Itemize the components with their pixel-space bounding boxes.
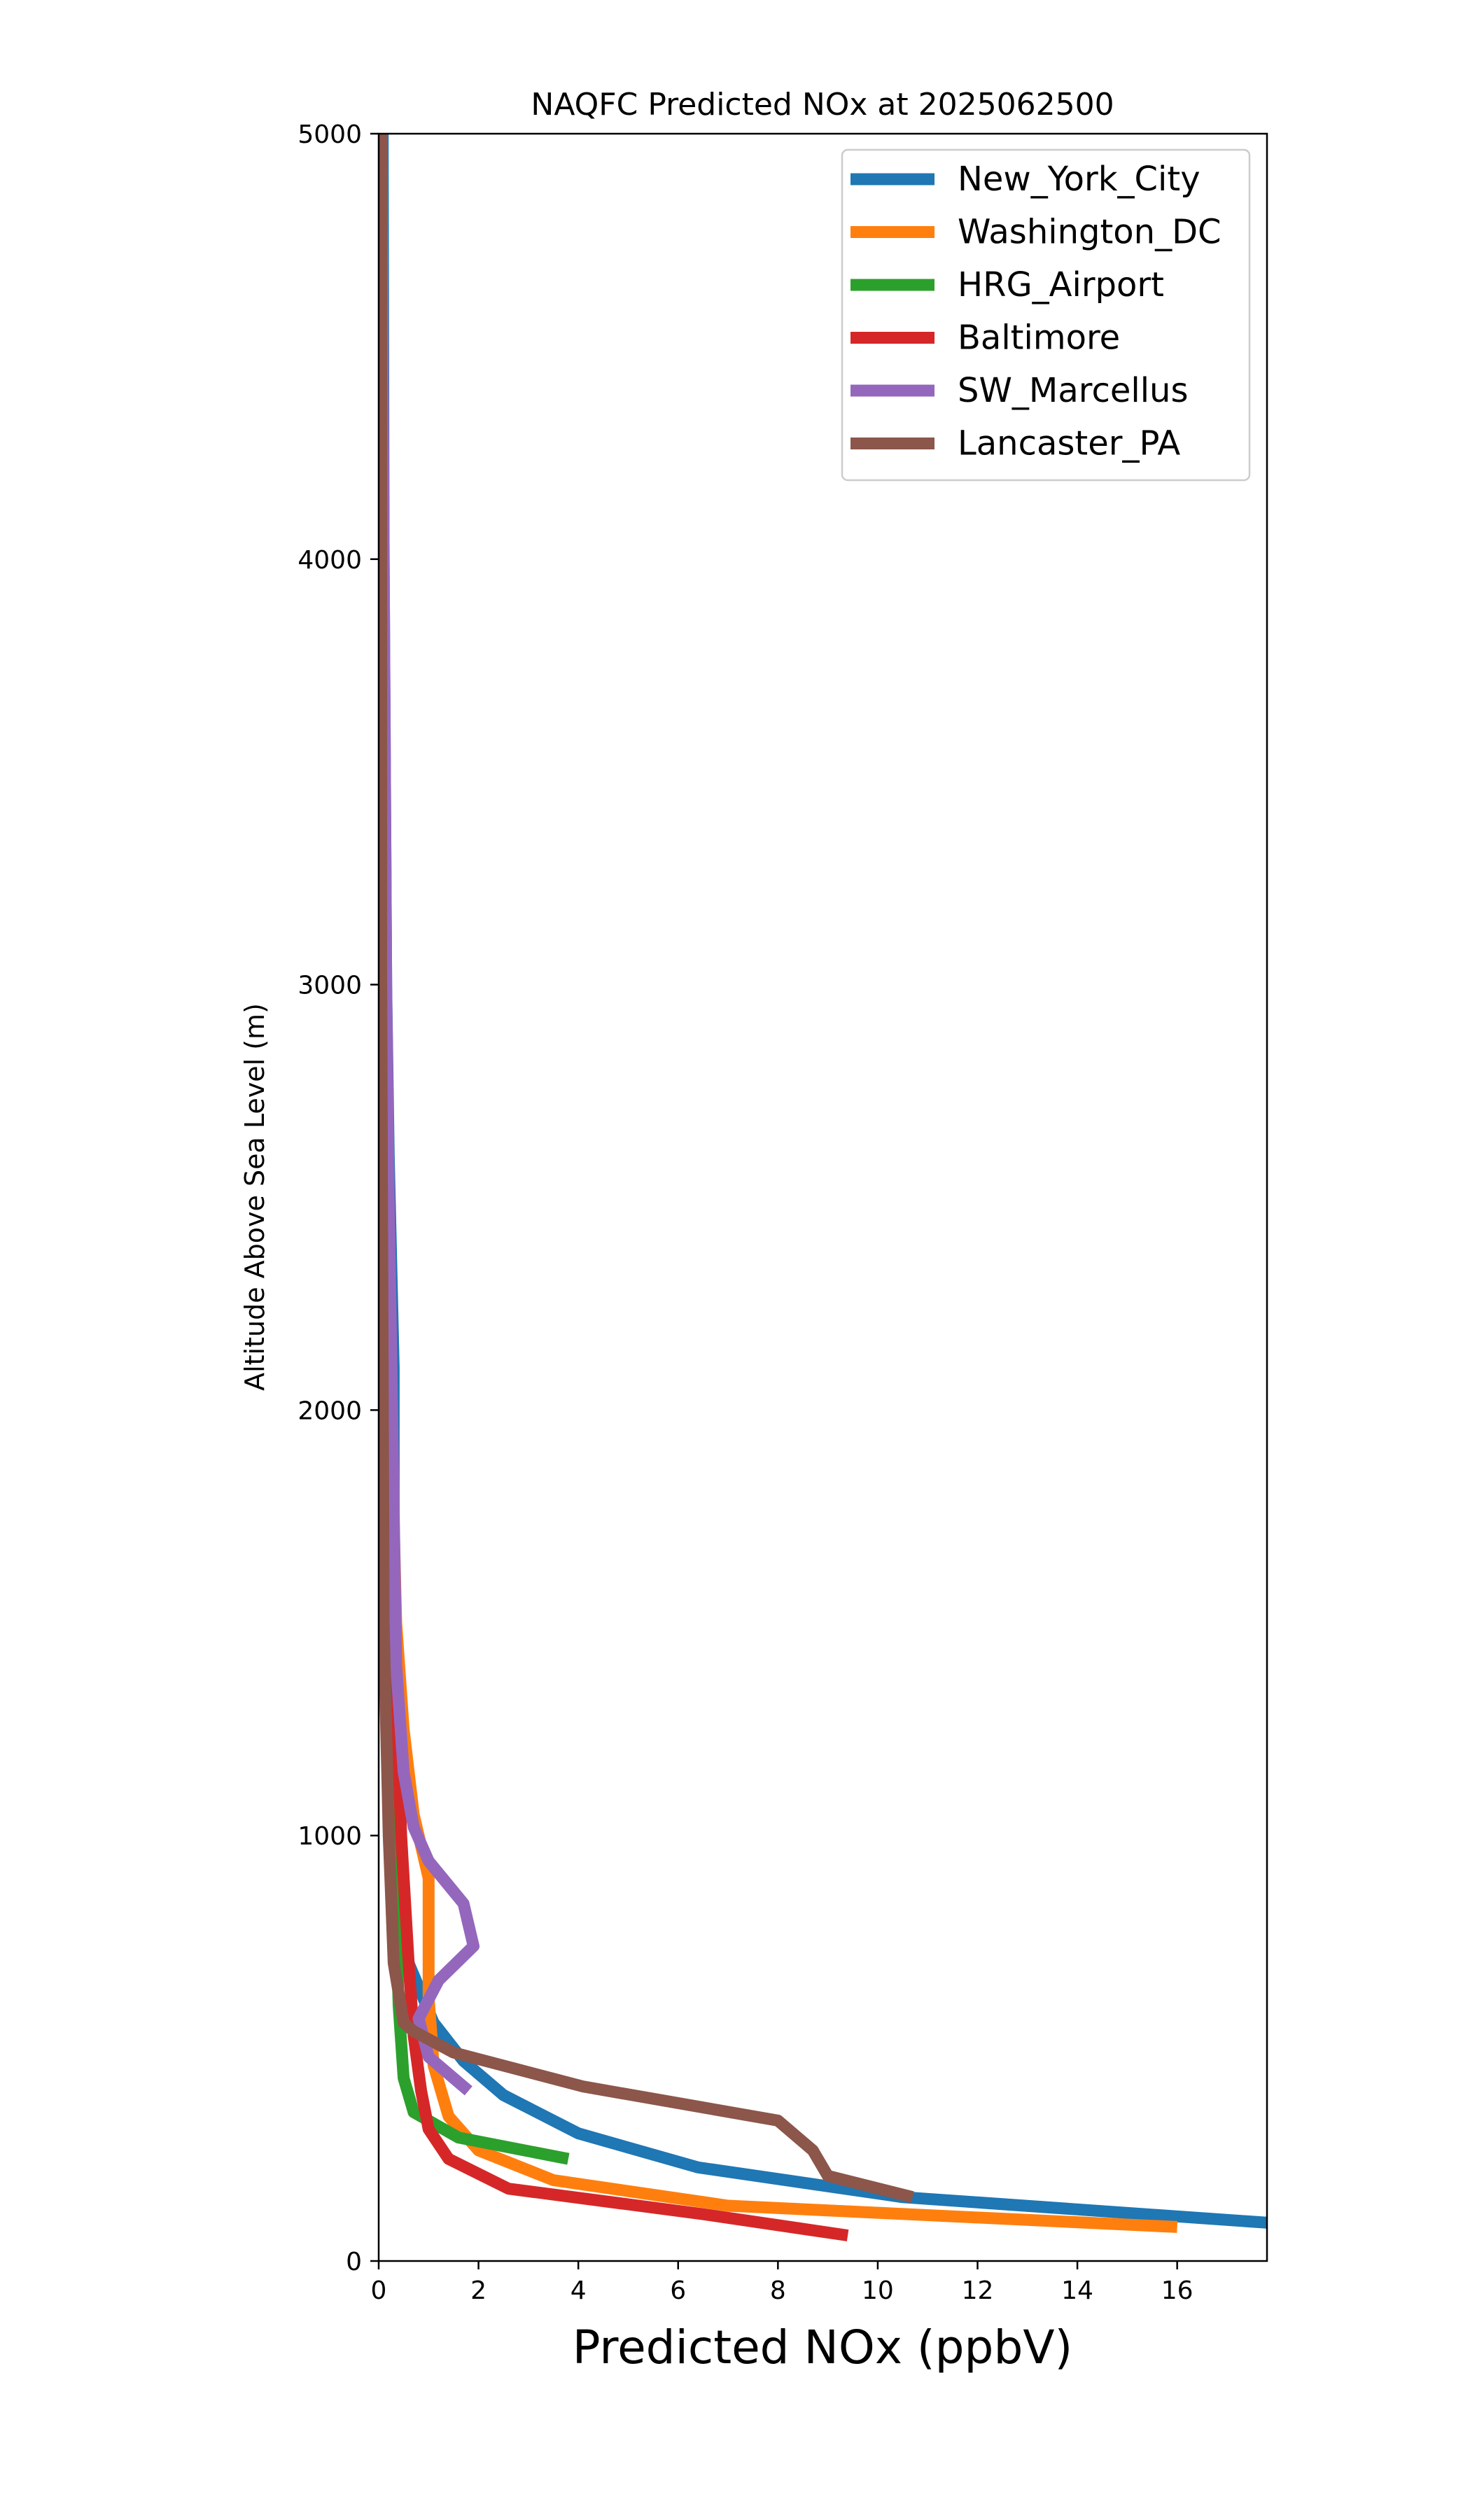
x-tick-label: 10 bbox=[862, 2276, 894, 2305]
y-tick-label: 5000 bbox=[298, 120, 362, 149]
x-tick-label: 4 bbox=[570, 2276, 587, 2305]
x-tick-label: 0 bbox=[371, 2276, 387, 2305]
axes-layer: 0 2 4 6 8 10 12 14 16 0 1000 2000 3000 4000 5000 bbox=[298, 120, 1193, 2305]
series-line-sw-marcellus bbox=[379, 134, 479, 2096]
y-tick-label: 2000 bbox=[298, 1396, 362, 1425]
plot-frame bbox=[377, 132, 1268, 2262]
series-line-hrg-airport bbox=[379, 134, 570, 2165]
legend-label: Washington_DC bbox=[958, 213, 1222, 252]
x-tick-label: 2 bbox=[470, 2276, 486, 2305]
legend-label: New_York_City bbox=[958, 160, 1200, 199]
series-line-lancaster-pa bbox=[379, 134, 914, 2204]
x-axis-label: Predicted NOx (ppbV) bbox=[573, 2320, 1073, 2374]
y-tick-label: 1000 bbox=[298, 1822, 362, 1851]
legend-label: Lancaster_PA bbox=[958, 424, 1180, 463]
x-tick-label: 8 bbox=[770, 2276, 786, 2305]
series-line-baltimore bbox=[379, 134, 849, 2241]
y-tick-label: 3000 bbox=[298, 972, 362, 1000]
y-tick-label: 4000 bbox=[298, 546, 362, 575]
legend-label: HRG_Airport bbox=[958, 265, 1164, 304]
legend-label: SW_Marcellus bbox=[958, 371, 1188, 410]
x-tick-label: 6 bbox=[670, 2276, 686, 2305]
x-tick-label: 14 bbox=[1061, 2276, 1093, 2305]
plot-layer bbox=[379, 134, 1267, 2241]
legend: New_York_City Washington_DC HRG_Airport Bal… bbox=[841, 148, 1251, 482]
y-axis-label: Altitude Above Sea Level (m) bbox=[239, 1003, 270, 1391]
legend-label: Baltimore bbox=[958, 318, 1120, 358]
x-tick-label: 16 bbox=[1161, 2276, 1194, 2305]
chart-title: NAQFC Predicted NOx at 2025062500 bbox=[531, 87, 1114, 122]
legend-entries: New_York_City Washington_DC HRG_Airport Bal… bbox=[850, 160, 1222, 463]
x-tick-label: 12 bbox=[962, 2276, 994, 2305]
legend-box bbox=[841, 148, 1251, 482]
y-tick-label: 0 bbox=[346, 2248, 362, 2276]
